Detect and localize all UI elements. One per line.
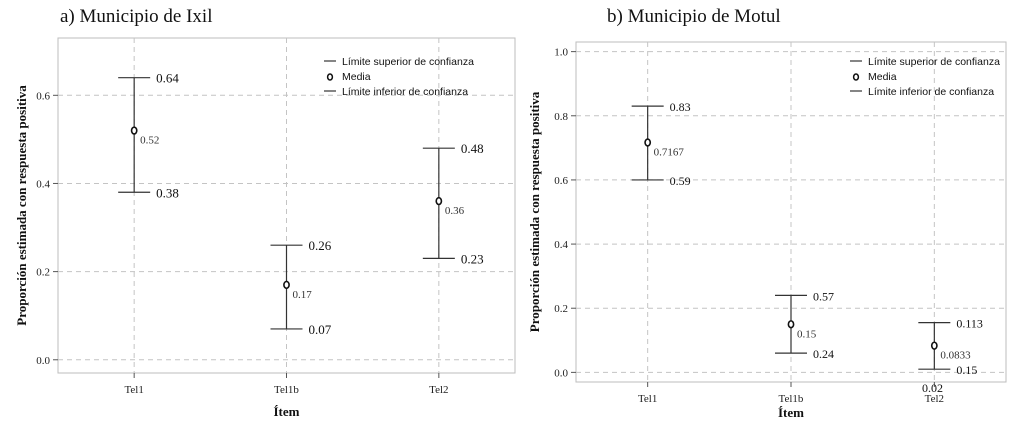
y-tick-label: 0.6 — [554, 175, 568, 187]
chart-ixil: 0.0 0.2 0.4 0.6 Tel1 Tel1b Tel2 Ítem Proporción … — [14, 37, 516, 419]
y-tick-label: 0.2 — [36, 267, 50, 279]
lower-value-label: 0.23 — [461, 251, 484, 266]
x-tick-label: Tel1 — [124, 384, 143, 396]
y-axis-label: Proporción estimada con respuesta positi… — [527, 91, 542, 332]
y-tick-label: 0.0 — [554, 367, 568, 379]
legend-entry: Límite superior de confianza — [868, 56, 1000, 68]
chart-panel-motul: b) Municipio de Motul 0.0 0.2 0.4 0.6 0.8 1.0… — [522, 0, 1030, 429]
x-tick-label: Tel1b — [779, 393, 804, 405]
y-tick-label: 0.6 — [36, 90, 50, 102]
chart-panel-ixil: a) Municipio de Ixil 0.0 0.2 0.4 0.6 Tel1 Tel… — [14, 6, 516, 419]
chart-title: b) Municipio de Motul — [607, 6, 781, 27]
lower-value-label: 0.59 — [670, 174, 691, 188]
upper-value-label: 0.64 — [156, 71, 179, 86]
x-axis-label: Ítem — [274, 404, 300, 419]
mean-value-label: 0.15 — [797, 328, 817, 340]
mean-point — [283, 280, 290, 290]
y-tick-label: 0.4 — [554, 239, 568, 251]
mean-point — [435, 196, 443, 206]
mean-point — [644, 138, 652, 147]
upper-value-label: 0.83 — [670, 100, 691, 114]
legend-entry: Media — [868, 71, 897, 83]
mean-point — [130, 126, 138, 135]
legend-entry: Límite inferior de confianza — [342, 86, 468, 98]
lower-value-label: 0.15 — [956, 363, 977, 377]
legend-entry: Media — [342, 71, 371, 83]
mean-value-label: 0.52 — [140, 135, 159, 147]
y-tick-label: 0.4 — [36, 178, 50, 190]
mean-point — [787, 320, 795, 329]
y-tick-label: 0.2 — [554, 303, 568, 315]
legend-mean-icon — [326, 73, 334, 81]
chart-title: a) Municipio de Ixil — [60, 6, 213, 27]
upper-value-label: 0.57 — [813, 289, 834, 303]
mean-value-label: 0.7167 — [654, 146, 685, 158]
y-tick-label: 0.8 — [554, 111, 568, 123]
chart-motul: 0.0 0.2 0.4 0.6 0.8 1.0 Tel1 Tel1b Tel2 Ítem Propo… — [527, 41, 1007, 420]
upper-value-label: 0.113 — [956, 317, 983, 331]
upper-value-label: 0.26 — [309, 238, 332, 253]
mean-value-label: 0.17 — [293, 289, 313, 301]
x-tick-label: Tel2 — [925, 393, 944, 405]
mean-value-label: 0.0833 — [940, 350, 971, 362]
lower-value-label: 0.07 — [309, 322, 332, 337]
x-axis-label: Ítem — [778, 405, 804, 420]
mean-value-label: 0.36 — [445, 205, 465, 217]
x-tick-label: Tel1 — [638, 393, 657, 405]
legend-entry: Límite inferior de confianza — [868, 86, 994, 98]
y-tick-label: 0.0 — [36, 355, 50, 367]
lower-value-label: 0.24 — [813, 347, 834, 361]
extra-value-label: 0.02 — [922, 381, 943, 395]
x-tick-label: Tel2 — [429, 384, 448, 396]
upper-value-label: 0.48 — [461, 141, 484, 156]
lower-value-label: 0.38 — [156, 185, 179, 200]
y-axis-label: Proporción estimada con respuesta positi… — [14, 85, 29, 326]
mean-point — [930, 341, 938, 350]
y-tick-label: 1.0 — [554, 47, 568, 59]
legend-mean-icon — [852, 73, 860, 81]
legend-entry: Límite superior de confianza — [342, 56, 474, 68]
x-tick-label: Tel1b — [274, 384, 299, 396]
